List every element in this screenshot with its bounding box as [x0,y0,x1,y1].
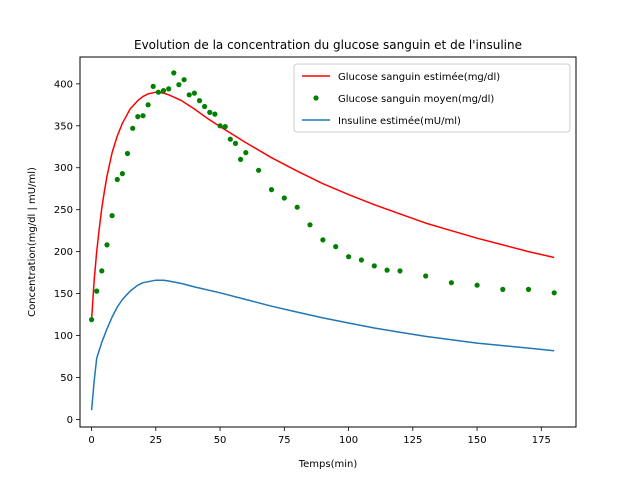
data-point [145,102,151,108]
x-axis-label: Temps(min) [298,459,358,470]
data-point [384,267,390,273]
y-tick-label: 100 [54,331,73,342]
y-tick-label: 200 [54,247,73,258]
chart-title: Evolution de la concentration du glucose… [134,38,522,52]
x-axis: 0 25 50 75 100 125 150 175 [88,427,551,446]
y-tick-label: 250 [54,205,73,216]
data-point [99,268,105,274]
data-point [181,77,187,83]
data-point [397,268,403,274]
data-point [109,213,115,219]
data-point [333,244,339,250]
y-tick-label: 150 [54,289,73,300]
data-point [222,124,228,130]
data-point [212,111,218,117]
data-point [89,317,95,323]
data-point [551,290,557,296]
data-point [358,257,364,263]
data-point [371,263,377,269]
data-point [166,86,172,92]
data-point [281,195,287,201]
data-point [124,150,131,157]
data-point [207,109,213,115]
data-point [320,237,326,243]
data-point [104,242,110,248]
y-axis: 0 50 100 150 200 250 300 350 400 [54,79,80,426]
y-axis-label: Concentration(mg/dl | mU/ml) [27,167,38,317]
data-point [268,187,275,193]
data-point [525,286,532,292]
data-point [191,90,197,96]
x-tick-label: 75 [278,435,291,446]
series-line [90,279,555,411]
data-point [256,167,262,173]
legend-label: Glucose sanguin moyen(mg/dl) [338,94,494,105]
legend-label: Insuline estimée(mU/ml) [338,115,461,127]
data-point [202,103,208,110]
data-point [243,150,249,156]
y-tick-label: 50 [60,373,73,384]
data-point [238,156,244,162]
legend-box [293,63,571,133]
data-point [94,288,100,294]
data-point [130,125,136,131]
data-point [474,282,480,288]
data-point [171,70,177,76]
data-point [176,82,182,88]
series-line [90,91,555,320]
data-point [423,273,429,279]
data-point [500,286,506,292]
x-tick-label: 0 [88,435,94,446]
data-point [307,222,313,228]
legend-swatch [313,95,319,101]
y-tick-label: 0 [67,415,73,426]
data-point [155,89,161,95]
data-point [232,140,239,146]
y-tick-label: 400 [54,79,73,90]
data-point [135,114,141,120]
x-tick-label: 100 [339,435,358,446]
legend: Glucose sanguin estimée(mg/dl) Glucose sa… [293,63,571,133]
x-tick-label: 50 [214,435,227,446]
data-point [448,280,454,286]
data-point [196,98,203,104]
legend-label: Glucose sanguin estimée(mg/dl) [338,71,500,83]
data-point [227,136,233,142]
series-layer [89,70,557,411]
y-tick-label: 350 [54,121,73,132]
y-tick-label: 300 [54,163,73,174]
data-point [119,171,125,177]
x-tick-label: 175 [532,435,551,446]
data-point [140,113,146,119]
data-point [294,204,300,210]
data-point [217,123,223,129]
x-tick-label: 125 [403,435,422,446]
data-point [150,83,156,89]
data-point [114,176,120,183]
data-point [160,88,167,94]
x-tick-label: 25 [149,435,162,446]
data-point [346,254,352,260]
data-point [186,92,192,98]
x-tick-label: 150 [468,435,487,446]
